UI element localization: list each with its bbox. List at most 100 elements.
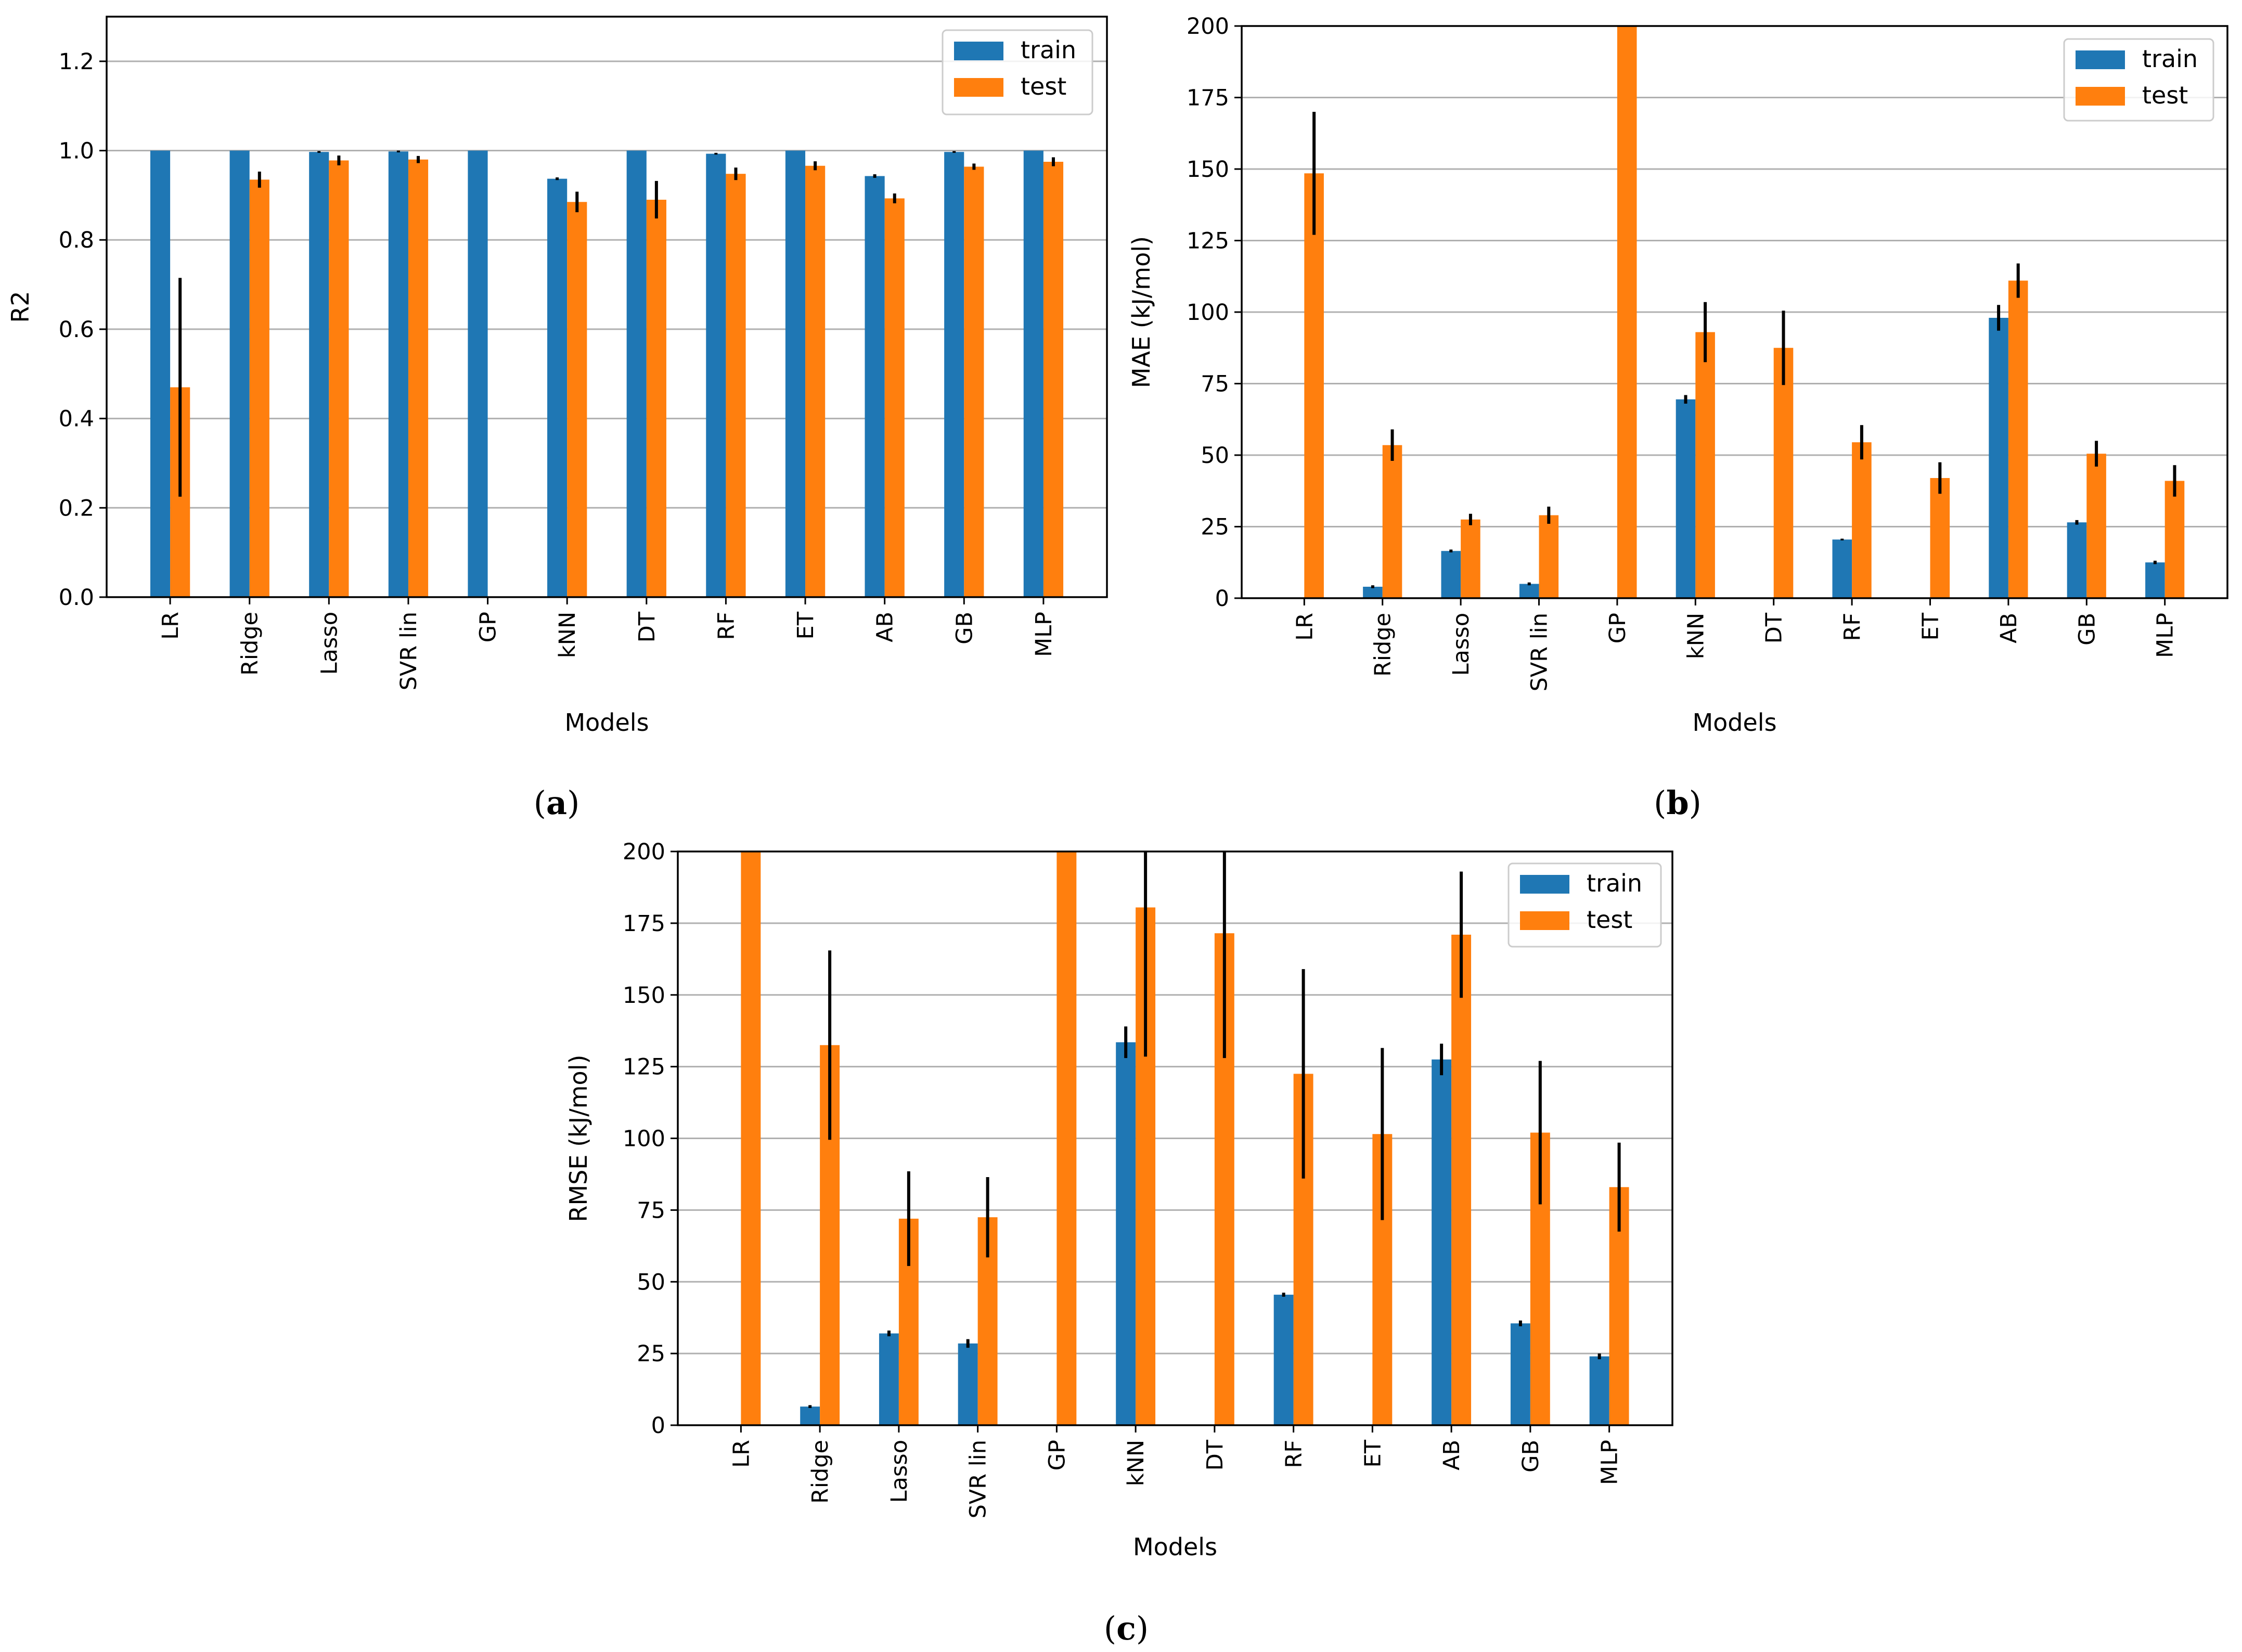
caption-open-paren: ( xyxy=(1654,784,1666,822)
bar-train-SVR-lin xyxy=(958,1343,978,1425)
x-tick-label: kNN xyxy=(1683,613,1709,659)
y-tick-label: 1.0 xyxy=(59,138,94,164)
bar-test-MLP xyxy=(2164,481,2185,598)
y-tick-label: 200 xyxy=(1187,14,1229,40)
bar-test-Lasso xyxy=(329,160,349,597)
x-tick-label: MLP xyxy=(1031,612,1057,657)
legend-label-test: test xyxy=(2142,81,2188,109)
legend-label-test: test xyxy=(1021,72,1066,100)
bar-test-Ridge xyxy=(249,179,269,597)
y-tick-label: 0.6 xyxy=(59,317,94,343)
bar-train-MLP xyxy=(1023,150,1043,597)
x-tick-label: ET xyxy=(1917,612,1943,640)
legend-swatch-test xyxy=(2076,87,2125,106)
bar-train-MLP xyxy=(1589,1356,1609,1425)
y-tick-label: 25 xyxy=(637,1341,665,1367)
bar-train-LR xyxy=(150,150,171,597)
bar-test-MLP xyxy=(1043,162,1064,597)
y-tick-label: 150 xyxy=(623,983,665,1009)
bar-test-GB xyxy=(964,166,984,597)
bar-train-RF xyxy=(1832,539,1852,598)
chart-b: 0 25 50 75 100 125 150 175 200 LR Ridge Lasso SVR li… xyxy=(1127,14,2228,822)
x-tick-label: AB xyxy=(1439,1440,1465,1470)
y-tick-label: 100 xyxy=(1187,300,1229,326)
x-tick-label: Ridge xyxy=(807,1440,833,1504)
x-tick-label: SVR lin xyxy=(396,612,422,690)
x-tick-label: GP xyxy=(1605,613,1631,643)
x-tick-label: MLP xyxy=(1597,1440,1623,1485)
x-tick-label: AB xyxy=(1996,613,2022,643)
legend: train test xyxy=(1507,862,1662,948)
bar-test-Lasso xyxy=(1461,519,1480,598)
y-tick-label: 150 xyxy=(1187,157,1229,183)
x-tick-label: RF xyxy=(713,612,739,640)
bar-train-GB xyxy=(2067,522,2087,598)
caption-open-paren: ( xyxy=(1104,1609,1116,1647)
y-tick-label: 0.4 xyxy=(59,406,94,432)
y-tick-label: 0.0 xyxy=(59,585,94,611)
subfigure-caption: (a) xyxy=(534,784,580,822)
chart-c: 0 25 50 75 100 125 150 175 200 LR Ridge Lasso SVR li… xyxy=(564,839,1673,1647)
legend: train test xyxy=(942,29,1093,115)
x-tick-label: ET xyxy=(793,611,819,639)
legend-label-train: train xyxy=(1021,36,1076,64)
y-tick-label: 75 xyxy=(637,1197,665,1223)
x-tick-label: LR xyxy=(1292,613,1318,641)
legend-swatch-train xyxy=(2076,50,2125,69)
y-tick-label: 1.2 xyxy=(59,49,94,75)
x-tick-label: Lasso xyxy=(886,1440,912,1503)
caption-close-paren: ) xyxy=(567,784,579,822)
bar-train-RF xyxy=(1273,1295,1294,1425)
bar-test-RF xyxy=(726,174,746,597)
caption-close-paren: ) xyxy=(1136,1609,1149,1647)
x-tick-label: Ridge xyxy=(1370,613,1396,677)
x-tick-label: MLP xyxy=(2153,613,2179,658)
caption-letter: a xyxy=(546,784,567,822)
x-tick-label: kNN xyxy=(1123,1440,1149,1486)
x-tick-label: AB xyxy=(872,612,898,642)
x-tick-label: Lasso xyxy=(1448,613,1474,676)
bar-test-LR xyxy=(741,851,761,1425)
bar-train-RF xyxy=(706,153,726,597)
bar-train-Lasso xyxy=(309,152,329,597)
bar-train-SVR-lin xyxy=(1519,584,1539,598)
y-tick-label: 0.8 xyxy=(59,227,94,253)
bar-test-kNN xyxy=(567,202,587,597)
y-tick-label: 200 xyxy=(623,839,665,865)
bar-train-Lasso xyxy=(1441,551,1461,598)
bar-test-ET xyxy=(1930,478,1950,598)
x-tick-label: SVR lin xyxy=(1527,613,1553,691)
bar-train-GB xyxy=(1510,1323,1530,1425)
bar-test-AB xyxy=(2008,280,2028,598)
x-tick-label: GP xyxy=(1044,1440,1070,1470)
legend-label-train: train xyxy=(2142,45,2198,73)
x-tick-label: Ridge xyxy=(237,612,263,676)
bar-train-AB xyxy=(865,176,885,597)
legend: train test xyxy=(2063,38,2214,122)
bar-test-ET xyxy=(805,165,826,597)
subfigure-caption: (b) xyxy=(1654,784,1702,822)
bar-test-SVR-lin xyxy=(1539,515,1559,598)
x-tick-label: GB xyxy=(951,612,977,644)
x-tick-label: ET xyxy=(1360,1439,1386,1467)
caption-letter: c xyxy=(1116,1609,1136,1647)
bar-test-LR xyxy=(1304,173,1324,598)
bar-test-GP xyxy=(1056,851,1077,1425)
x-tick-label: RF xyxy=(1839,613,1865,641)
x-axis-title: Models xyxy=(1692,708,1776,737)
bar-train-kNN xyxy=(1116,1042,1136,1425)
x-axis-title: Models xyxy=(1133,1533,1217,1561)
x-tick-label: Lasso xyxy=(316,612,342,675)
bar-train-SVR-lin xyxy=(388,151,408,597)
bar-train-AB xyxy=(1989,318,2008,598)
legend-label-test: test xyxy=(1587,906,1632,934)
y-tick-label: 100 xyxy=(623,1126,665,1152)
legend-swatch-test xyxy=(954,78,1003,97)
y-tick-label: 175 xyxy=(623,911,665,937)
caption-open-paren: ( xyxy=(534,784,546,822)
chart-a: 0.0 0.2 0.4 0.6 0.8 1.0 1.2 LR Ridge Lasso SVR lin… xyxy=(6,16,1108,822)
bar-train-Ridge xyxy=(229,150,250,597)
x-tick-label: GB xyxy=(1518,1440,1544,1473)
y-tick-label: 125 xyxy=(1187,228,1229,254)
bar-test-DT xyxy=(1773,347,1794,598)
